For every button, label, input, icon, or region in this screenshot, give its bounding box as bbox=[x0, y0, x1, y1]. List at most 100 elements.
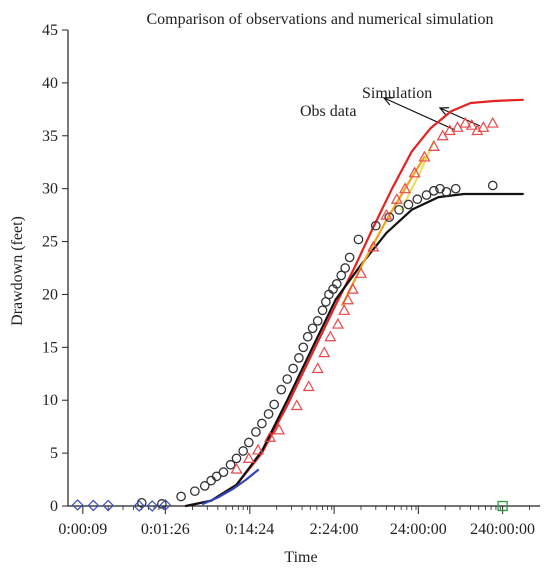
obs-circle-point bbox=[263, 409, 274, 419]
y-tick-label: 0 bbox=[50, 498, 58, 515]
obs-triangle-point bbox=[398, 182, 412, 194]
line-trend-yellow bbox=[400, 140, 435, 211]
obs-diamond-point bbox=[133, 500, 146, 512]
obs-circle-point bbox=[206, 475, 216, 486]
obs-circle-point bbox=[336, 270, 347, 281]
obs-circle-point bbox=[317, 305, 328, 316]
obs-circle-point bbox=[257, 418, 267, 429]
annotation-arrow-obs-data bbox=[382, 97, 456, 131]
obs-circle-point bbox=[340, 263, 351, 273]
x-tick-label: 240:00:00 bbox=[470, 521, 535, 538]
obs-circle-point bbox=[441, 186, 452, 197]
obs-circle-point bbox=[251, 427, 261, 437]
obs-triangle-point bbox=[251, 443, 265, 455]
annotation-simulation: Simulation bbox=[362, 85, 432, 102]
obs-diamond-point bbox=[159, 499, 172, 511]
y-tick-label: 15 bbox=[42, 339, 58, 356]
x-tick-label: 0:14:24 bbox=[225, 521, 274, 538]
obs-circle-point bbox=[344, 252, 355, 263]
obs-triangle-point bbox=[242, 452, 255, 463]
x-tick-label: 0:00:09 bbox=[58, 521, 107, 538]
obs-circle-point bbox=[353, 234, 364, 245]
obs-triangle-point bbox=[390, 193, 403, 204]
obs-triangle-point bbox=[338, 304, 351, 315]
obs-circle-point bbox=[312, 316, 323, 326]
line-trend-orange bbox=[341, 155, 426, 307]
obs-triangle-point bbox=[230, 462, 243, 474]
annotation-obs-data: Obs data bbox=[300, 103, 356, 120]
obs-triangle-point bbox=[346, 282, 359, 294]
obs-circle-point bbox=[225, 459, 236, 470]
obs-triangle-point bbox=[465, 118, 478, 130]
obs-diamond-point bbox=[102, 499, 115, 512]
obs-circle-point bbox=[403, 199, 414, 210]
obs-circle-point bbox=[412, 194, 423, 205]
x-axis-label: Time bbox=[284, 549, 317, 566]
obs-triangle-point bbox=[273, 423, 286, 435]
y-tick-label: 10 bbox=[42, 392, 58, 409]
obs-circle-point bbox=[331, 279, 342, 289]
obs-circle-point bbox=[307, 323, 318, 334]
simulation-lines bbox=[184, 98, 524, 508]
line-simulation-red bbox=[184, 98, 524, 508]
obs-triangle-point bbox=[418, 150, 431, 162]
arrow-head bbox=[382, 97, 394, 106]
obs-circle-point bbox=[298, 342, 309, 353]
obs-circle-point bbox=[370, 220, 381, 231]
obs-circle-point bbox=[282, 374, 293, 384]
obs-circle-point bbox=[288, 363, 298, 374]
obs-triangle-point bbox=[443, 124, 456, 136]
line-early-fit-blue bbox=[201, 468, 260, 505]
x-tick-label: 24:00:00 bbox=[390, 521, 447, 538]
obs-triangle-point bbox=[324, 330, 337, 342]
obs-triangle-point bbox=[341, 293, 354, 305]
obs-triangle-point bbox=[318, 346, 331, 358]
obs-circle-point bbox=[302, 331, 313, 342]
obs-triangle-point bbox=[436, 129, 449, 141]
observation-points bbox=[71, 116, 508, 512]
obs-triangle-point bbox=[331, 317, 344, 329]
obs-triangle-point bbox=[408, 166, 421, 178]
square-marker bbox=[497, 500, 508, 512]
obs-circle-point bbox=[487, 180, 498, 191]
obs-circle-point bbox=[421, 190, 432, 200]
obs-triangle-point bbox=[486, 116, 499, 128]
obs-circle-point bbox=[294, 353, 304, 363]
obs-triangle-point bbox=[290, 399, 303, 411]
obs-circle-point bbox=[243, 437, 254, 448]
obs-triangle-point bbox=[302, 380, 315, 392]
obs-diamond-point bbox=[71, 499, 84, 511]
obs-triangle-point bbox=[477, 121, 490, 132]
arrow-head bbox=[438, 107, 450, 116]
y-axis-label: Drawdown (feet) bbox=[9, 216, 26, 326]
y-tick-label: 5 bbox=[50, 445, 58, 462]
obs-triangle-point bbox=[311, 362, 324, 374]
obs-circle-point bbox=[269, 399, 280, 410]
arrow-shaft bbox=[383, 97, 456, 131]
x-tick-label: 2:24:00 bbox=[310, 521, 359, 538]
y-tick-label: 35 bbox=[42, 128, 58, 145]
obs-circle-point bbox=[276, 384, 287, 395]
obs-triangle-point bbox=[380, 208, 393, 220]
obs-circle-point bbox=[199, 481, 210, 491]
obs-circle-point bbox=[238, 446, 249, 456]
y-tick-label: 45 bbox=[42, 22, 58, 39]
obs-triangle-point bbox=[354, 267, 367, 278]
obs-circle-point bbox=[211, 471, 222, 482]
y-tick-label: 40 bbox=[42, 75, 58, 92]
obs-circle-point bbox=[189, 486, 200, 497]
obs-triangle-point bbox=[471, 124, 484, 136]
y-tick-label: 30 bbox=[42, 181, 58, 198]
y-tick-label: 25 bbox=[42, 234, 58, 251]
obs-circle-point bbox=[429, 185, 439, 196]
obs-circle-point bbox=[394, 204, 404, 215]
obs-triangle-point bbox=[459, 116, 472, 128]
obs-circle-point bbox=[450, 183, 461, 194]
y-tick-label: 20 bbox=[42, 286, 58, 303]
obs-diamond-point bbox=[87, 499, 100, 512]
x-tick-label: 0:01:26 bbox=[141, 521, 190, 538]
obs-circle-point bbox=[231, 453, 242, 464]
obs-triangle-point bbox=[264, 431, 277, 442]
